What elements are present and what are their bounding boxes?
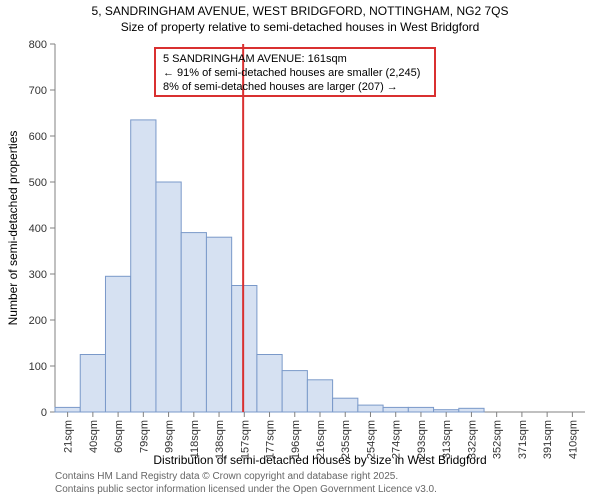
callout-line: 8% of semi-detached houses are larger (2…: [163, 81, 398, 93]
callout-line: 5 SANDRINGHAM AVENUE: 161sqm: [163, 53, 347, 65]
histogram-bar: [282, 371, 307, 412]
x-tick-label: 60sqm: [113, 420, 125, 453]
x-tick-label: 410sqm: [567, 420, 579, 459]
histogram-bar: [434, 410, 459, 412]
x-tick-label: 391sqm: [542, 420, 554, 459]
y-tick-label: 400: [29, 223, 47, 235]
histogram-bar: [181, 233, 206, 412]
x-tick-label: 352sqm: [492, 420, 504, 459]
y-tick-label: 300: [29, 269, 47, 281]
footer-block: Contains HM Land Registry data © Crown c…: [55, 470, 437, 496]
y-tick-label: 800: [29, 39, 47, 51]
x-tick-label: 79sqm: [138, 420, 150, 453]
histogram-bar: [307, 380, 332, 412]
y-tick-label: 700: [29, 85, 47, 97]
histogram-bar: [131, 120, 156, 412]
y-tick-label: 600: [29, 131, 47, 143]
histogram-bar: [408, 407, 433, 412]
footer-line2: Contains public sector information licen…: [55, 483, 437, 496]
y-tick-label: 0: [41, 407, 47, 419]
histogram-bar: [55, 407, 80, 412]
histogram-bar: [257, 355, 282, 413]
y-tick-label: 200: [29, 315, 47, 327]
y-tick-label: 100: [29, 361, 47, 373]
callout-line: ← 91% of semi-detached houses are smalle…: [163, 67, 420, 79]
histogram-bar: [383, 407, 408, 412]
footer-line1: Contains HM Land Registry data © Crown c…: [55, 470, 437, 483]
x-tick-label: 21sqm: [63, 420, 75, 453]
histogram-bar: [206, 237, 231, 412]
histogram-bar: [333, 398, 358, 412]
x-axis-title: Distribution of semi-detached houses by …: [153, 453, 486, 467]
x-tick-label: 371sqm: [517, 420, 529, 459]
histogram-bar: [105, 276, 130, 412]
x-tick-label: 40sqm: [88, 420, 100, 453]
y-tick-label: 500: [29, 177, 47, 189]
histogram-bar: [358, 405, 383, 412]
histogram-bar: [80, 355, 105, 413]
y-axis-title: Number of semi-detached properties: [6, 131, 20, 326]
histogram-bar: [232, 286, 257, 413]
histogram-bar: [459, 408, 484, 412]
x-tick-label: 99sqm: [164, 420, 176, 453]
histogram-bar: [156, 182, 181, 412]
histogram-chart: 0 100 200 300 400 500 600 700 800 Number of semi-…: [0, 0, 600, 500]
